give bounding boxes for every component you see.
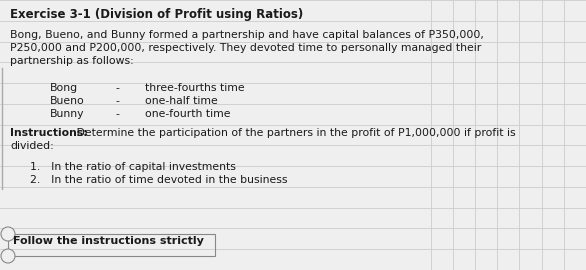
Circle shape [1, 227, 15, 241]
Text: -: - [115, 83, 119, 93]
Text: Follow the instructions strictly: Follow the instructions strictly [13, 236, 204, 246]
Bar [8, 234, 215, 256]
Text: Bong, Bueno, and Bunny formed a partnership and have capital balances of P350,00: Bong, Bueno, and Bunny formed a partners… [10, 30, 484, 40]
Text: divided:: divided: [10, 141, 54, 151]
Text: three-fourths time: three-fourths time [145, 83, 244, 93]
Text: Exercise 3-1 (Division of Profit using Ratios): Exercise 3-1 (Division of Profit using R… [10, 8, 303, 21]
Text: -: - [115, 96, 119, 106]
Text: Bueno: Bueno [50, 96, 85, 106]
Text: Bong: Bong [50, 83, 78, 93]
Text: 1. In the ratio of capital investments: 1. In the ratio of capital investments [30, 162, 236, 172]
Text: partnership as follows:: partnership as follows: [10, 56, 134, 66]
Text: one-fourth time: one-fourth time [145, 109, 230, 119]
Circle shape [1, 249, 15, 263]
Text: -: - [115, 109, 119, 119]
Text: Bunny: Bunny [50, 109, 84, 119]
Text: one-half time: one-half time [145, 96, 218, 106]
Text: Determine the participation of the partners in the profit of P1,000,000 if profi: Determine the participation of the partn… [73, 128, 516, 138]
Text: 2. In the ratio of time devoted in the business: 2. In the ratio of time devoted in the b… [30, 175, 288, 185]
Text: P250,000 and P200,000, respectively. They devoted time to personally managed the: P250,000 and P200,000, respectively. The… [10, 43, 481, 53]
Text: Instructions:: Instructions: [10, 128, 88, 138]
